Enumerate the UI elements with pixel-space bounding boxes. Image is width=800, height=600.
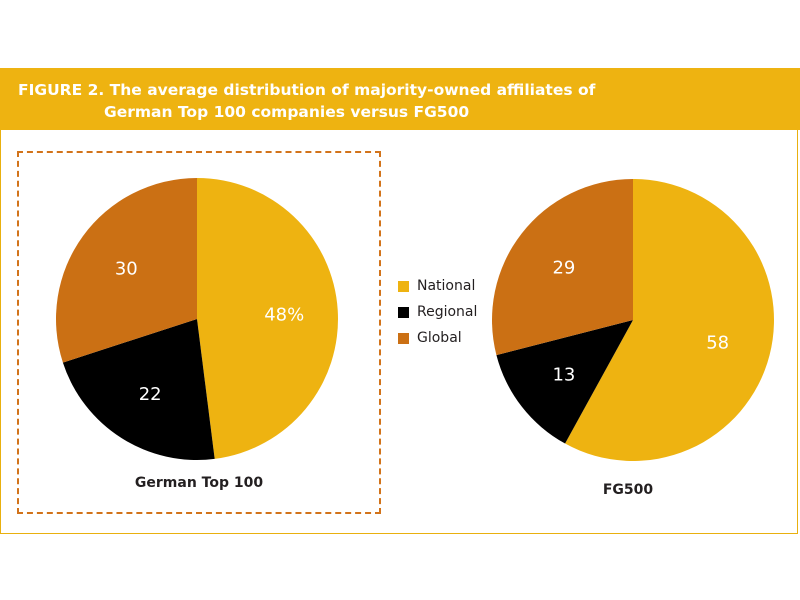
pie-label-german-top-100-global: 30: [115, 259, 138, 280]
legend-label-regional: Regional: [417, 304, 478, 320]
legend-item-national: National: [398, 273, 477, 299]
legend-swatch-regional: [398, 306, 409, 318]
pie-slice-fg500-global: [492, 179, 633, 356]
pie-label-german-top-100-national: 48%: [264, 305, 304, 326]
legend-item-regional: Regional: [398, 299, 477, 325]
highlight-box: [17, 151, 381, 514]
pie-title-fg500: FG500: [603, 482, 654, 498]
legend-label-global: Global: [417, 330, 462, 346]
figure-title-line-1: FIGURE 2. The average distribution of ma…: [18, 81, 595, 99]
pie-label-german-top-100-regional: 22: [139, 384, 162, 405]
pie-slice-fg500-national: [565, 179, 774, 461]
pie-title-german-top-100: German Top 100: [135, 475, 263, 491]
pie-fg500: 58 13 29: [492, 179, 774, 461]
legend-swatch-global: [398, 332, 409, 344]
pie-label-fg500-regional: 13: [552, 365, 575, 386]
pie-label-fg500-national: 58: [706, 333, 729, 354]
legend-label-national: National: [417, 278, 476, 294]
pie-label-fg500-global: 29: [552, 257, 575, 278]
figure-header: [0, 68, 800, 130]
pie-slice-german-top-100-national: [197, 178, 339, 459]
figure-title-text: The average distribution of majority-own…: [109, 81, 596, 99]
pie-slice-fg500-regional: [496, 320, 633, 444]
pie-slice-german-top-100-global: [55, 178, 197, 363]
pie-slice-german-top-100-regional: [62, 319, 215, 460]
legend-item-global: Global: [398, 325, 477, 351]
legend-swatch-national: [398, 280, 409, 292]
figure-title-line-2: German Top 100 companies versus FG500: [104, 103, 470, 121]
legend: National Regional Global: [398, 273, 477, 351]
pie-german-top-100: 48% 22 30: [55, 178, 339, 460]
figure-number: FIGURE 2.: [18, 81, 105, 99]
